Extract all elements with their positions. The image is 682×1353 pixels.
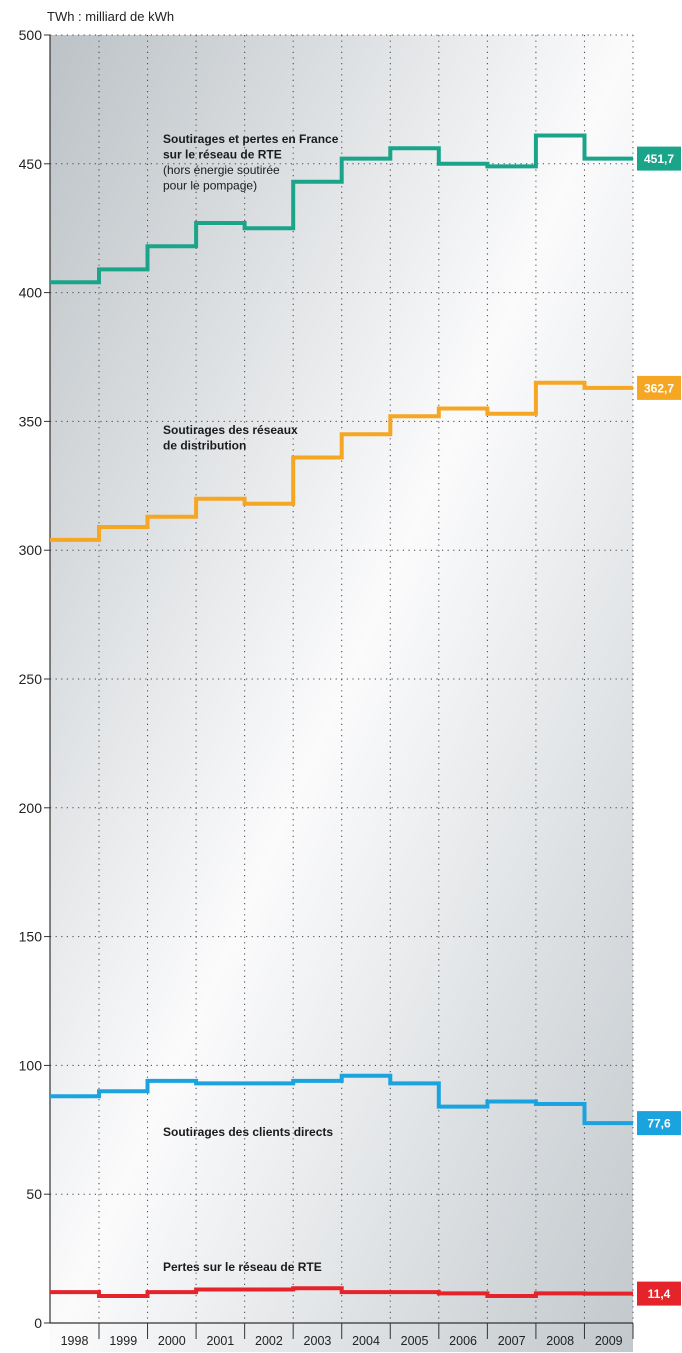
grid	[50, 34, 634, 1323]
end-value-label-1: 362,7	[644, 381, 674, 395]
end-value-box-0	[637, 146, 681, 171]
y-axis: 0 50 100 150 200 250 300 350 400 450 500	[19, 27, 51, 1331]
y-tick-label: 100	[19, 1057, 43, 1073]
series-label-1: Soutirages des réseaux	[163, 423, 298, 437]
x-tick-label: 2002	[255, 1334, 283, 1348]
series-label-0: Soutirages et pertes en France	[163, 132, 339, 146]
x-tick-label: 2005	[401, 1334, 429, 1348]
unit-label: TWh : milliard de kWh	[47, 9, 174, 24]
series-label-3: Pertes sur le réseau de RTE	[163, 1260, 322, 1274]
series-note-0: pour le pompage)	[163, 179, 257, 193]
y-tick-label: 150	[19, 929, 43, 945]
end-value-label-0: 451,7	[644, 152, 674, 166]
x-tick-label: 2001	[206, 1334, 234, 1348]
series-label-1: de distribution	[163, 439, 246, 453]
x-tick-label: 2003	[304, 1334, 332, 1348]
y-tick-label: 50	[26, 1186, 42, 1202]
x-tick-label: 2007	[498, 1334, 526, 1348]
plot-background	[50, 35, 633, 1352]
y-tick-label: 300	[19, 542, 43, 558]
y-tick-label: 400	[19, 285, 43, 301]
end-value-box-2	[637, 1111, 681, 1136]
end-value-box-1	[637, 375, 681, 400]
series-line-0	[50, 133, 633, 285]
end-value-label-3: 11,4	[648, 1287, 671, 1301]
y-tick-label: 0	[34, 1315, 42, 1331]
series-note-0: (hors énergie soutirée	[163, 163, 280, 177]
x-tick-label: 2008	[546, 1334, 574, 1348]
x-tick-label: 1999	[109, 1334, 137, 1348]
x-axis: 1998 1999 2000 2001 2002 2003 2004 2005 2006 2007…	[50, 1322, 634, 1348]
x-tick-label: 2009	[595, 1334, 623, 1348]
x-tick-label: 2000	[158, 1334, 186, 1348]
end-value-label-2: 77,6	[647, 1117, 671, 1131]
y-tick-label: 500	[19, 27, 43, 43]
end-value-box-3	[637, 1281, 681, 1306]
y-tick-label: 250	[19, 671, 43, 687]
series-label-0: sur le réseau de RTE	[163, 148, 282, 162]
series-line-3	[50, 1286, 633, 1298]
y-tick-label: 450	[19, 156, 43, 172]
series-label-2: Soutirages des clients directs	[163, 1125, 333, 1139]
series-line-2	[50, 1073, 633, 1126]
series-labels: 451,7 362,7 77,6 11,4 Soutirages et pertes e…	[163, 132, 681, 1306]
x-tick-label: 2004	[352, 1334, 380, 1348]
y-tick-label: 350	[19, 413, 43, 429]
y-tick-label: 200	[19, 800, 43, 816]
series-group	[50, 133, 633, 1298]
series-line-1	[50, 380, 633, 542]
x-tick-label: 1998	[61, 1334, 89, 1348]
x-tick-label: 2006	[449, 1334, 477, 1348]
